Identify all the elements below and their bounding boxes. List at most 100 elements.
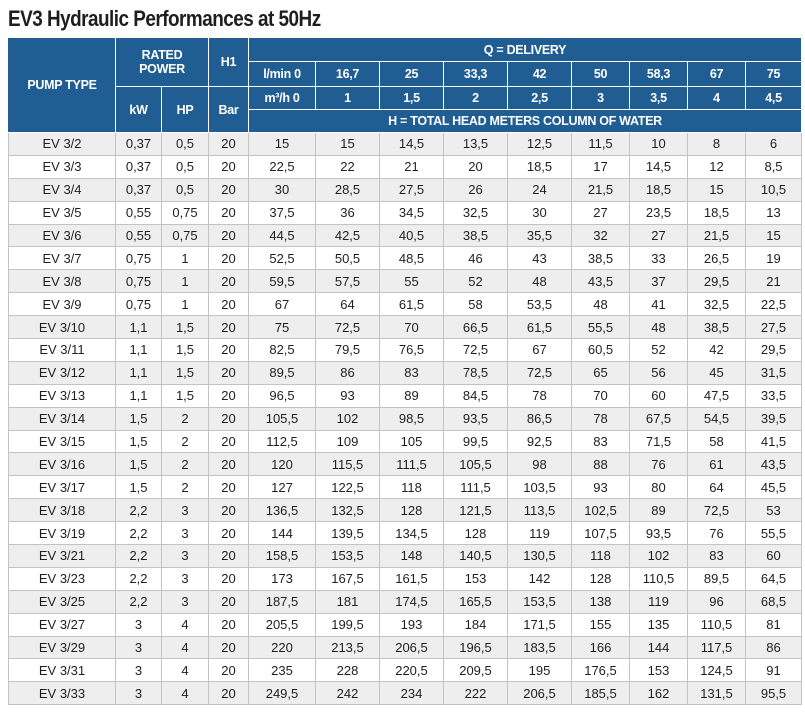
head-cell: 111,5 [443,475,508,500]
table-row: EV 3/12 1,1 1,5 20 89,5 86 83 78,5 72,5 65 56 45 31,… [8,360,803,385]
pump-type-cell: EV 3/3 [8,154,116,179]
head-cell: 153 [629,658,688,683]
head-cell: 53 [744,498,803,523]
lmin-header-row: l/min 0 16,7 25 33,3 42 50 58,3 67 75 [9,61,803,87]
head-cell: 55,5 [571,315,630,340]
hp-cell: 4 [161,681,209,706]
table-row: EV 3/2 0,37 0,5 20 15 15 14,5 13,5 12,5 11,5 10 8 6 [8,132,803,156]
head-cell: 206,5 [507,681,572,706]
table-row: EV 3/33 3 4 20 249,5 242 234 222 206,5 185,5 162 13… [8,681,803,706]
head-cell: 48,5 [379,246,444,271]
head-cell: 120 [248,452,316,477]
head-cell: 43 [507,246,572,271]
hp-cell: 3 [161,589,209,614]
head-cell: 12 [687,154,746,179]
head-cell: 45,5 [744,475,803,500]
head-cell: 15 [315,132,380,156]
head-cell: 15 [248,132,316,156]
h1-bar-cell: 20 [208,589,249,614]
pump-type-cell: EV 3/10 [8,315,116,340]
hp-cell: 1 [161,269,209,294]
table-row: EV 3/17 1,5 2 20 127 122,5 118 111,5 103,5 93 80 64… [8,475,803,500]
hp-cell: 1,5 [161,360,209,385]
head-cell: 11,5 [571,132,630,156]
lmin-value-header: 25 [379,61,444,87]
head-cell: 161,5 [379,566,444,591]
head-cell: 140,5 [443,544,508,568]
head-cell: 47,5 [687,383,746,408]
hp-cell: 2 [161,475,209,500]
head-cell: 91 [744,658,803,683]
hp-cell: 2 [161,452,209,477]
kw-cell: 0,37 [115,177,162,202]
head-cell: 128 [571,566,630,591]
head-cell: 199,5 [315,612,380,637]
head-cell: 20 [443,154,508,179]
head-cell: 155 [571,612,630,637]
head-cell: 144 [248,521,316,546]
head-cell: 44,5 [248,223,316,248]
hp-cell: 1 [161,292,209,317]
head-cell: 14,5 [379,132,444,156]
m3h-label: m³/h 0 [248,86,316,110]
hp-cell: 1,5 [161,315,209,340]
table-row: EV 3/16 1,5 2 20 120 115,5 111,5 105,5 98 88 76 61 4… [8,452,803,477]
head-cell: 65 [571,360,630,385]
head-cell: 61,5 [379,292,444,317]
hp-cell: 3 [161,544,209,568]
head-cell: 72,5 [443,338,508,362]
head-cell: 15 [744,223,803,248]
m3h-value-header: 2 [443,86,508,110]
head-cell: 60 [744,544,803,568]
head-cell: 12,5 [507,132,572,156]
h1-bar-cell: 20 [208,406,249,431]
head-cell: 118 [379,475,444,500]
head-cell: 26,5 [687,246,746,271]
head-cell: 45 [687,360,746,385]
head-cell: 27 [571,200,630,225]
head-cell: 102 [629,544,688,568]
q-delivery-header: Q = DELIVERY [247,37,803,62]
kw-cell: 0,75 [115,246,162,271]
head-cell: 23,5 [629,200,688,225]
head-cell: 39,5 [744,406,803,431]
table-row: EV 3/27 3 4 20 205,5 199,5 193 184 171,5 155 135 11… [8,612,803,637]
head-cell: 111,5 [379,452,444,477]
head-cell: 8,5 [744,154,803,179]
head-cell: 52 [629,338,688,362]
kw-cell: 1,1 [115,315,162,340]
head-cell: 144 [629,635,688,660]
head-cell: 21,5 [571,177,630,202]
head-cell: 249,5 [248,681,316,706]
head-cell: 86,5 [507,406,572,431]
h1-bar-cell: 20 [208,475,249,500]
table-row: EV 3/31 3 4 20 235 228 220,5 209,5 195 176,5 153 12… [8,658,803,683]
lmin-value-header: 16,7 [315,61,380,87]
kw-cell: 1,1 [115,383,162,408]
pump-type-cell: EV 3/6 [8,223,116,248]
hp-cell: 4 [161,658,209,683]
head-cell: 93,5 [629,521,688,546]
kw-cell: 2,2 [115,544,162,568]
lmin-value-header: 33,3 [443,61,508,87]
kw-cell: 1,5 [115,452,162,477]
head-cell: 82,5 [248,338,316,362]
head-cell: 213,5 [315,635,380,660]
m3h-value-header: 1 [315,86,380,110]
head-cell: 89 [379,383,444,408]
head-cell: 40,5 [379,223,444,248]
head-cell: 72,5 [315,315,380,340]
hp-cell: 1,5 [161,338,209,362]
head-cell: 138 [571,589,630,614]
head-cell: 78 [507,383,572,408]
head-cell: 220 [248,635,316,660]
head-cell: 14,5 [629,154,688,179]
head-cell: 78,5 [443,360,508,385]
head-cell: 68,5 [744,589,803,614]
head-cell: 70 [571,383,630,408]
pump-type-header: PUMP TYPE [8,37,116,133]
head-cell: 66,5 [443,315,508,340]
head-cell: 83 [379,360,444,385]
hp-cell: 4 [161,612,209,637]
head-cell: 128 [443,521,508,546]
